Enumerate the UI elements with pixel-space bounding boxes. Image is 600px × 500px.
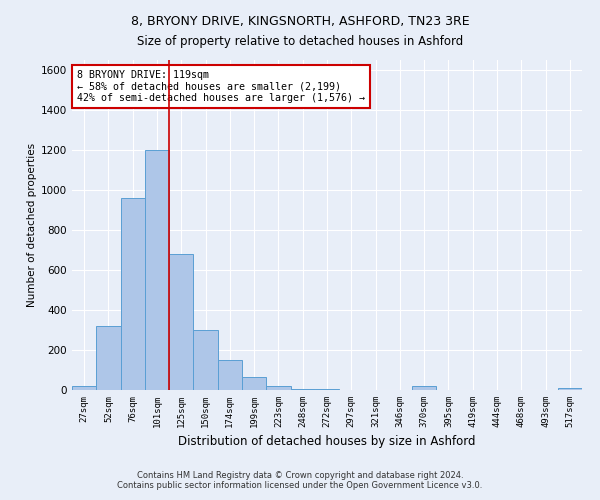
Bar [242,377,266,390]
Text: Contains HM Land Registry data © Crown copyright and database right 2024.
Contai: Contains HM Land Registry data © Crown c… [118,470,482,490]
Bar [290,389,315,390]
Bar [121,198,145,390]
Bar [266,386,290,390]
Y-axis label: Number of detached properties: Number of detached properties [27,143,37,307]
Bar [193,330,218,390]
Bar [169,254,193,390]
Text: 8 BRYONY DRIVE: 119sqm
← 58% of detached houses are smaller (2,199)
42% of semi-: 8 BRYONY DRIVE: 119sqm ← 58% of detached… [77,70,365,103]
Bar [412,386,436,390]
Bar [558,388,582,390]
Bar [72,386,96,390]
Text: Size of property relative to detached houses in Ashford: Size of property relative to detached ho… [137,35,463,48]
Bar [218,360,242,390]
Bar [315,389,339,390]
Text: 8, BRYONY DRIVE, KINGSNORTH, ASHFORD, TN23 3RE: 8, BRYONY DRIVE, KINGSNORTH, ASHFORD, TN… [131,15,469,28]
X-axis label: Distribution of detached houses by size in Ashford: Distribution of detached houses by size … [178,436,476,448]
Bar [96,326,121,390]
Bar [145,150,169,390]
